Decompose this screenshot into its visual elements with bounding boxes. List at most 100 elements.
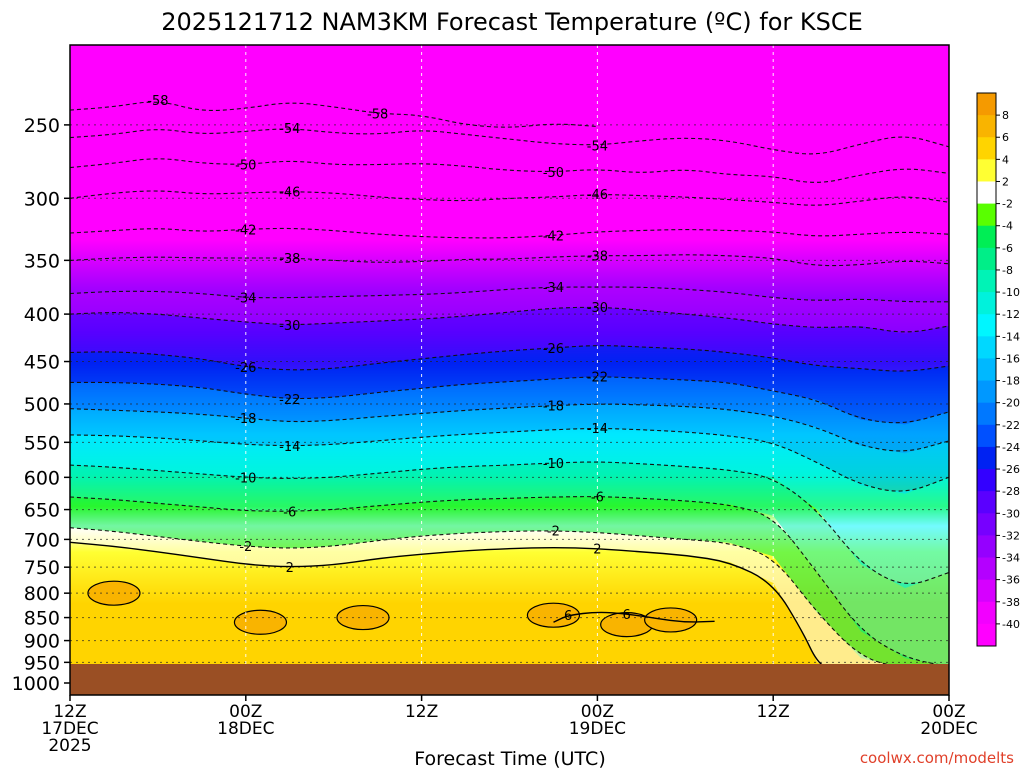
colorbar-swatch: [977, 380, 996, 404]
temperature-band: [70, 345, 949, 425]
x-tick-label: 2025: [48, 736, 91, 756]
colorbar-label: 6: [1002, 131, 1009, 144]
temperature-band: [70, 404, 949, 494]
isotherm-label: -10: [543, 457, 564, 472]
y-tick-label: 950: [24, 652, 60, 674]
isotherm-line: [70, 461, 949, 584]
isotherm-label: -2: [547, 525, 560, 540]
credit-text: coolwx.com/modelts: [860, 749, 1014, 767]
colorbar-swatch: [977, 469, 996, 492]
colorbar-swatch: [977, 513, 996, 536]
x-tick-label: 18DEC: [217, 719, 274, 739]
isotherm-line: [553, 611, 715, 623]
colorbar-swatch: [977, 292, 996, 315]
ground-surface: [70, 664, 949, 695]
colorbar-label: -10: [1002, 286, 1020, 299]
colorbar-swatch: [977, 402, 996, 426]
isotherm-label: -46: [279, 186, 300, 201]
colorbar-label: -38: [1002, 596, 1020, 609]
colorbar-label: -2: [1002, 198, 1013, 211]
colorbar-label: 4: [1002, 153, 1009, 166]
colorbar-swatch: [977, 225, 996, 249]
colorbar-swatch: [977, 314, 996, 337]
colorbar-swatch: [977, 159, 996, 182]
colorbar-swatch: [977, 269, 996, 293]
colorbar-swatch: [977, 93, 996, 116]
colorbar-swatch: [977, 446, 996, 470]
colorbar-swatch: [977, 115, 996, 138]
x-tick-label: 00Z: [229, 702, 262, 722]
colorbar-swatch: [977, 203, 996, 227]
isotherm-label: -54: [587, 139, 608, 154]
colorbar-label: -24: [1002, 441, 1020, 454]
colorbar-swatch: [977, 424, 996, 448]
isotherm-label: 2: [286, 561, 294, 576]
colorbar-swatch: [977, 491, 996, 514]
colorbar-label: -34: [1002, 552, 1020, 565]
temperature-band: [70, 462, 949, 667]
colorbar-label: -40: [1002, 618, 1020, 631]
colorbar-label: -6: [1002, 242, 1013, 255]
y-tick-label: 600: [24, 467, 60, 489]
colorbar-label: -12: [1002, 308, 1020, 321]
isotherm-label: -58: [147, 94, 168, 109]
colorbar-label: -26: [1002, 463, 1020, 476]
isotherm-label: -18: [543, 400, 564, 415]
temperature-band: [70, 287, 949, 334]
x-axis-label: Forecast Time (UTC): [414, 748, 605, 768]
colorbar-swatch: [977, 601, 996, 625]
chart-title: 2025121712 NAM3KM Forecast Temperature (…: [161, 8, 863, 36]
colorbar-label: -28: [1002, 485, 1020, 498]
isotherm-label: -26: [235, 361, 256, 376]
y-tick-label: 350: [24, 250, 60, 272]
isotherm-label: -2: [239, 540, 252, 555]
temperature-band: [70, 307, 949, 373]
colorbar-label: -22: [1002, 419, 1020, 432]
isotherm-line: [70, 101, 598, 128]
isotherm-label: -46: [587, 188, 608, 203]
colorbar-label: -32: [1002, 529, 1020, 542]
y-tick-label: 300: [24, 188, 60, 210]
colorbar-swatch: [977, 358, 996, 382]
isotherm-label: -22: [587, 370, 608, 385]
isotherm-label: -18: [235, 412, 256, 427]
isotherm-label: -6: [283, 505, 296, 520]
x-tick-label: 00Z: [932, 702, 965, 722]
y-tick-label: 900: [24, 631, 60, 653]
colorbar-label: 2: [1002, 175, 1009, 188]
isotherm-label: 6: [564, 609, 572, 624]
colorbar-label: -20: [1002, 397, 1020, 410]
y-tick-label: 800: [24, 583, 60, 605]
colorbar-swatch: [977, 181, 996, 205]
isotherm-line: [70, 286, 949, 303]
isotherm-label: -54: [279, 122, 300, 137]
y-tick-label: 450: [24, 352, 60, 374]
x-tick-label: 00Z: [581, 702, 614, 722]
y-tick-label: 750: [24, 557, 60, 579]
temperature-band: [70, 428, 949, 589]
isotherm-label: -50: [543, 166, 564, 181]
x-tick-label: 17DEC: [41, 719, 98, 739]
colorbar-swatch: [977, 535, 996, 559]
isotherm-label: -38: [279, 252, 300, 267]
isotherm-label: -30: [587, 301, 608, 316]
y-tick-label: 850: [24, 608, 60, 630]
colorbar-label: -4: [1002, 220, 1013, 233]
isotherm-label: -10: [235, 471, 256, 486]
isotherm-label: -30: [279, 319, 300, 334]
y-tick-label: 1000: [12, 673, 60, 695]
plot-border: [69, 44, 950, 696]
x-tick-label: 19DEC: [569, 719, 626, 739]
isotherm-label: -14: [279, 440, 300, 455]
colorbar-label: 8: [1002, 109, 1009, 122]
colorbar-label: -14: [1002, 330, 1020, 343]
colorbar: 8 6 4 2 -2 -4 -6 -8 -10 -12 -14 -16 -18 -20 -22 -24 -26 -…: [976, 92, 1020, 647]
isotherm-line: [70, 541, 833, 672]
x-tick-label: 12Z: [757, 702, 790, 722]
isotherm-label: -26: [543, 342, 564, 357]
y-tick-label: 550: [24, 432, 60, 454]
colorbar-label: -16: [1002, 352, 1020, 365]
isotherm-label: -42: [235, 223, 256, 238]
isotherm-label: -34: [235, 292, 256, 307]
